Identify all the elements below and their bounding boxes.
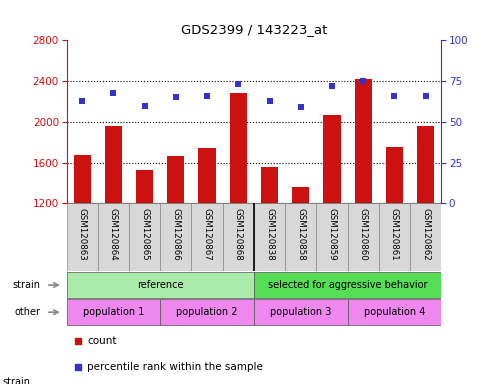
Bar [160, 204, 191, 271]
Text: selected for aggressive behavior: selected for aggressive behavior [268, 280, 427, 290]
Bar [410, 204, 441, 271]
Bar [348, 299, 441, 325]
Point [172, 94, 180, 101]
Bar [167, 156, 184, 204]
Text: GSM120864: GSM120864 [109, 208, 118, 261]
Bar [230, 93, 247, 204]
Point [234, 81, 242, 88]
Text: GSM120858: GSM120858 [296, 208, 305, 261]
Bar [254, 299, 348, 325]
Bar [254, 272, 441, 298]
Bar [348, 204, 379, 271]
Text: population 4: population 4 [364, 307, 425, 317]
Point [78, 98, 86, 104]
Text: population 1: population 1 [83, 307, 144, 317]
Text: reference: reference [137, 280, 183, 290]
Text: GSM120860: GSM120860 [359, 208, 368, 261]
Title: GDS2399 / 143223_at: GDS2399 / 143223_at [181, 23, 327, 36]
Bar [67, 204, 98, 271]
Point [390, 93, 398, 99]
Text: percentile rank within the sample: percentile rank within the sample [87, 362, 263, 372]
Bar [292, 187, 309, 204]
Text: population 3: population 3 [270, 307, 331, 317]
Bar [254, 204, 285, 271]
Bar [129, 204, 160, 271]
Bar [323, 115, 341, 204]
Text: other: other [14, 307, 40, 317]
Bar [191, 204, 223, 271]
Text: GSM120868: GSM120868 [234, 208, 243, 261]
Point [109, 89, 117, 96]
Bar [67, 299, 160, 325]
Bar [73, 154, 91, 204]
Bar [261, 167, 278, 204]
Point [141, 103, 148, 109]
Bar [160, 299, 254, 325]
Bar [386, 147, 403, 204]
Point [266, 98, 274, 104]
Text: GSM120838: GSM120838 [265, 208, 274, 261]
Bar [136, 170, 153, 204]
Bar [317, 204, 348, 271]
Point [328, 83, 336, 89]
Bar [379, 204, 410, 271]
Bar [223, 204, 254, 271]
Text: population 2: population 2 [176, 307, 238, 317]
Bar [285, 204, 317, 271]
Bar [199, 148, 215, 204]
Point [203, 93, 211, 99]
Point [297, 104, 305, 110]
Text: GSM120859: GSM120859 [327, 208, 336, 261]
Text: strain: strain [12, 280, 40, 290]
Text: GSM120867: GSM120867 [203, 208, 211, 261]
Text: GSM120866: GSM120866 [172, 208, 180, 261]
Point [422, 93, 429, 99]
Text: GSM120863: GSM120863 [78, 208, 87, 261]
Bar [354, 79, 372, 204]
Point [74, 338, 82, 344]
Bar [67, 272, 254, 298]
Bar [105, 126, 122, 204]
Bar [417, 126, 434, 204]
Text: GSM120865: GSM120865 [140, 208, 149, 261]
Text: strain: strain [2, 377, 31, 384]
Point [74, 364, 82, 370]
Bar [98, 204, 129, 271]
Text: count: count [87, 336, 117, 346]
Text: GSM120861: GSM120861 [390, 208, 399, 261]
Point [359, 78, 367, 84]
Text: GSM120862: GSM120862 [421, 208, 430, 261]
